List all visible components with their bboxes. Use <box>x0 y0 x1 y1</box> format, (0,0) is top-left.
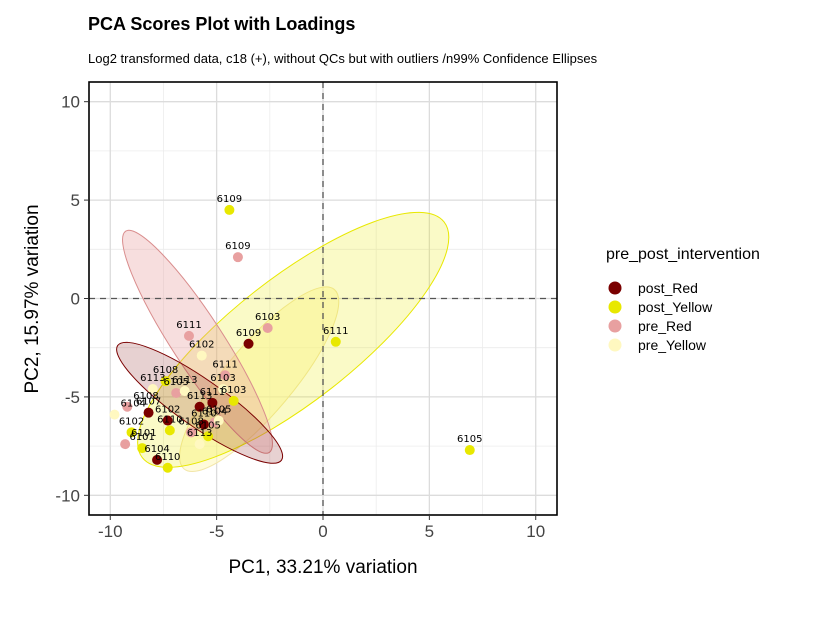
legend-marker-pre-yellow <box>608 338 622 352</box>
point-label: 6102 <box>119 416 144 427</box>
x-tick-label: 10 <box>526 522 545 541</box>
x-tick-label: 0 <box>318 522 327 541</box>
point-label: 6108 <box>178 416 203 427</box>
data-point-post-red <box>243 338 254 349</box>
point-label: 6105 <box>195 420 220 431</box>
legend-label-pre-yellow: pre_Yellow <box>638 337 707 353</box>
legend: pre_post_intervention post_Red post_Yello… <box>606 246 760 353</box>
data-point-pre-yellow <box>196 350 207 361</box>
point-label: 6113 <box>140 373 165 384</box>
point-label: 6102 <box>189 340 214 351</box>
point-label: 6111 <box>323 326 348 337</box>
x-axis-label: PC1, 33.21% variation <box>228 557 417 578</box>
point-label: 6110 <box>155 452 180 463</box>
data-point-pre-yellow <box>213 415 224 426</box>
data-point-post-yellow <box>137 443 148 454</box>
point-label: 6105 <box>163 377 188 388</box>
x-tick-label: -5 <box>209 522 224 541</box>
data-point-pre-yellow <box>109 409 120 420</box>
legend-label-post-yellow: post_Yellow <box>638 299 713 315</box>
point-label: 6109 <box>217 194 242 205</box>
data-point-pre-red <box>171 387 182 398</box>
y-tick-label: -5 <box>65 388 80 407</box>
data-point-post-red <box>152 454 163 465</box>
point-label: 6105 <box>206 405 231 416</box>
plot-area: 6109610761026111611361106104610961116105… <box>55 81 558 541</box>
data-point-pre-red <box>183 330 194 341</box>
point-label: 6111 <box>176 320 201 331</box>
data-point-post-red <box>162 415 173 426</box>
data-point-pre-yellow <box>218 384 229 395</box>
data-point-pre-red <box>120 439 131 450</box>
data-point-post-yellow <box>164 425 175 436</box>
y-tick-label: 5 <box>71 191 80 210</box>
point-label: 6104 <box>144 444 169 455</box>
point-label: 6109 <box>225 241 250 252</box>
data-point-post-yellow <box>160 376 171 387</box>
y-tick-label: -10 <box>55 486 80 505</box>
data-point-pre-red <box>122 401 133 412</box>
legend-label-post-red: post_Red <box>638 280 698 296</box>
legend-label-pre-red: pre_Red <box>638 318 692 334</box>
point-label: 6102 <box>155 405 180 416</box>
data-point-post-red <box>143 407 154 418</box>
point-label: 6113 <box>187 391 212 402</box>
data-point-post-yellow <box>224 204 235 215</box>
y-tick-label: 0 <box>71 290 80 309</box>
point-label: 6105 <box>457 434 482 445</box>
point-label: 6108 <box>133 391 158 402</box>
data-point-pre-yellow <box>147 384 158 395</box>
data-point-pre-red <box>262 323 273 334</box>
point-label: 6110 <box>191 408 216 419</box>
data-point-post-yellow <box>228 395 239 406</box>
data-point-post-red <box>207 397 218 408</box>
data-point-pre-yellow <box>194 439 205 450</box>
y-tick-label: 10 <box>61 93 80 112</box>
x-tick-label: -10 <box>98 522 123 541</box>
point-label: 6109 <box>236 328 261 339</box>
point-label: 6101 <box>131 428 156 439</box>
point-label: 6107 <box>136 397 161 408</box>
point-label: 6111 <box>212 359 237 370</box>
chart-title: PCA Scores Plot with Loadings <box>88 14 355 34</box>
data-point-post-yellow <box>464 445 475 456</box>
x-tick-label: 5 <box>425 522 434 541</box>
point-label: 6103 <box>210 373 235 384</box>
data-point-post-red <box>198 419 209 430</box>
data-point-post-yellow <box>203 431 214 442</box>
data-point-pre-red <box>186 427 197 438</box>
legend-marker-post-yellow <box>608 300 622 314</box>
point-label: 6110 <box>157 414 182 425</box>
legend-marker-post-red <box>608 281 622 295</box>
point-label: 6101 <box>129 432 154 443</box>
point-label: 6113 <box>172 375 197 386</box>
chart-subtitle: Log2 transformed data, c18 (+), without … <box>88 51 598 66</box>
point-label: 6103 <box>255 312 280 323</box>
legend-title: pre_post_intervention <box>606 246 760 263</box>
data-point-pre-yellow <box>179 386 190 397</box>
data-point-post-yellow <box>330 336 341 347</box>
data-point-post-red <box>194 401 205 412</box>
data-point-post-yellow <box>162 462 173 473</box>
data-point-post-yellow <box>126 427 137 438</box>
point-label: 6108 <box>153 365 178 376</box>
point-label: 6113 <box>187 428 212 439</box>
point-label: 6111 <box>200 387 225 398</box>
point-label: 6104 <box>121 399 146 410</box>
point-label: 6103 <box>221 385 246 396</box>
data-point-pre-red <box>220 370 231 381</box>
y-axis-label: PC2, 15.97% variation <box>22 204 43 393</box>
point-label: 6104 <box>202 406 227 417</box>
legend-marker-pre-red <box>608 319 622 333</box>
data-point-pre-red <box>232 252 243 263</box>
